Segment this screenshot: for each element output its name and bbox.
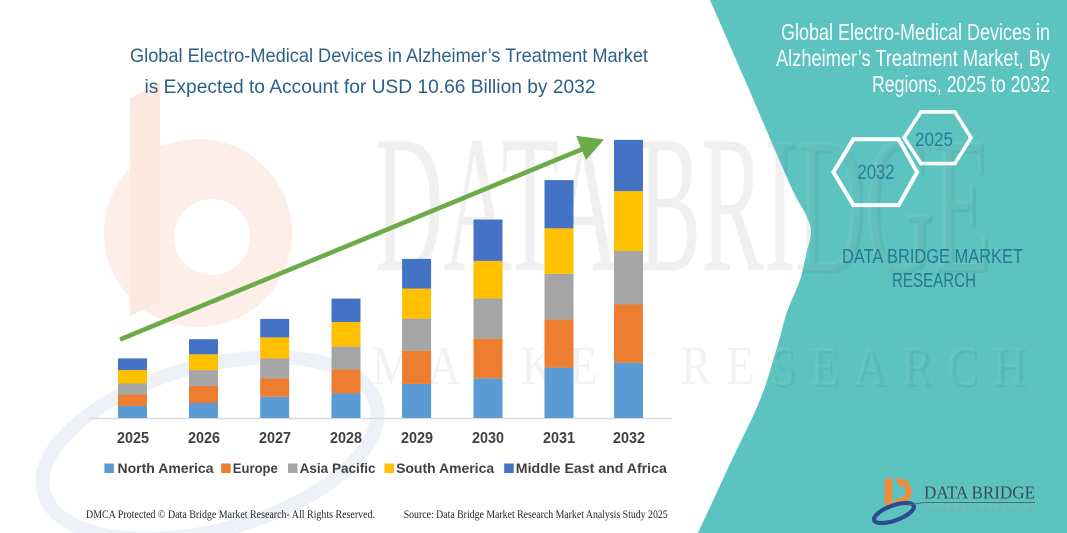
svg-text:DATA BRIDGE MARKET: DATA BRIDGE MARKET [842, 246, 1023, 268]
svg-text:Europe: Europe [233, 460, 278, 476]
svg-text:Global Electro-Medical Devices: Global Electro-Medical Devices in Alzhei… [130, 45, 649, 67]
svg-text:DMCA Protected © Data Bridge M: DMCA Protected © Data Bridge Market Rese… [86, 507, 375, 521]
svg-text:DATA BRIDGE: DATA BRIDGE [924, 483, 1035, 503]
svg-text:2026: 2026 [188, 430, 220, 447]
svg-text:2030: 2030 [472, 430, 504, 447]
svg-text:Asia Pacific: Asia Pacific [300, 460, 376, 476]
svg-text:2032: 2032 [613, 430, 645, 447]
svg-text:North America: North America [118, 460, 214, 476]
svg-text:2025: 2025 [117, 430, 149, 447]
svg-text:2028: 2028 [330, 430, 362, 447]
svg-text:2029: 2029 [401, 430, 433, 447]
svg-text:Source: Data Bridge Market Res: Source: Data Bridge Market Research Mark… [404, 507, 668, 521]
svg-text:2027: 2027 [259, 430, 291, 447]
svg-text:RESEARCH: RESEARCH [892, 270, 976, 292]
svg-text:Alzheimer’s Treatment Market,: Alzheimer’s Treatment Market, By [776, 45, 1050, 71]
svg-text:South America: South America [396, 460, 494, 476]
svg-text:2032: 2032 [858, 161, 895, 184]
svg-text:2031: 2031 [543, 430, 575, 447]
svg-text:M A R K E T R E S E A R C H: M A R K E T R E S E A R C H [926, 506, 1033, 514]
svg-text:Regions, 2025 to 2032: Regions, 2025 to 2032 [872, 71, 1050, 97]
svg-text:2025: 2025 [915, 129, 953, 151]
svg-text:Middle East and Africa: Middle East and Africa [516, 460, 667, 476]
svg-text:Global Electro-Medical Devices: Global Electro-Medical Devices in [781, 19, 1050, 45]
svg-text:is Expected to Account for USD: is Expected to Account for USD 10.66 Bil… [145, 76, 596, 98]
